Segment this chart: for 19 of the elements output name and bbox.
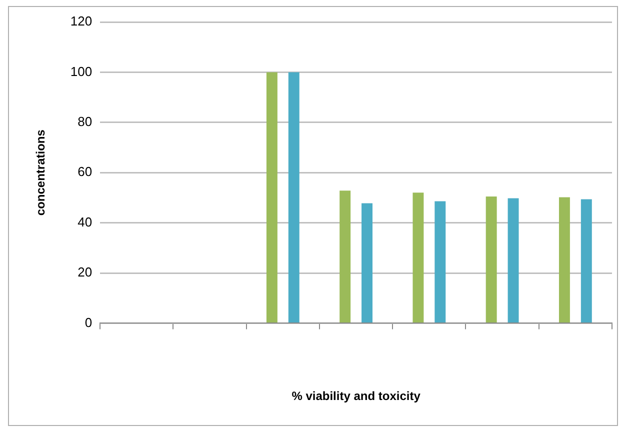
bar (288, 72, 300, 322)
y-tick-label: 40 (78, 214, 92, 230)
y-tick-label: 20 (78, 264, 92, 280)
y-tick-label: 100 (70, 64, 92, 79)
bar (434, 201, 446, 322)
bar (340, 190, 351, 322)
bar (508, 198, 519, 322)
y-tick-label: 0 (84, 314, 92, 330)
x-axis-title: % viability and toxicity (292, 389, 421, 404)
y-axis-title: concentrations (34, 129, 48, 216)
bar (558, 197, 570, 322)
y-tick-label: 60 (78, 164, 92, 180)
bar (362, 203, 372, 322)
y-tick-label: 80 (78, 114, 92, 129)
bar (266, 72, 278, 322)
bar (580, 199, 592, 322)
bar (412, 192, 424, 322)
bar (486, 196, 497, 322)
y-tick-label: 120 (70, 14, 92, 29)
